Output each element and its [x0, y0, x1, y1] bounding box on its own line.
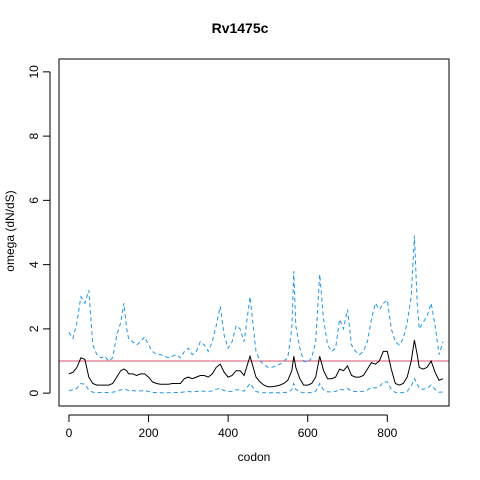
x-tick-label: 0: [66, 426, 73, 440]
lower-bound-line: [68, 377, 444, 394]
x-tick-label: 400: [218, 426, 238, 440]
omega-estimate-line: [68, 340, 444, 388]
y-axis-label: omega (dN/dS): [3, 190, 17, 272]
y-tick-label: 0: [27, 389, 41, 396]
y-tick-label: 2: [27, 325, 41, 332]
x-axis-label: codon: [237, 450, 271, 464]
y-tick-label: 4: [27, 261, 41, 268]
plot-frame: [58, 58, 450, 407]
x-tick-label: 800: [377, 426, 397, 440]
x-tick-label: 200: [139, 426, 159, 440]
chart-title: Rv1475c: [211, 20, 269, 36]
y-tick-label: 8: [27, 132, 41, 139]
y-tick-label: 10: [27, 65, 41, 79]
upper-bound-line: [68, 235, 444, 368]
y-tick-label: 6: [27, 197, 41, 204]
x-tick-label: 600: [298, 426, 318, 440]
